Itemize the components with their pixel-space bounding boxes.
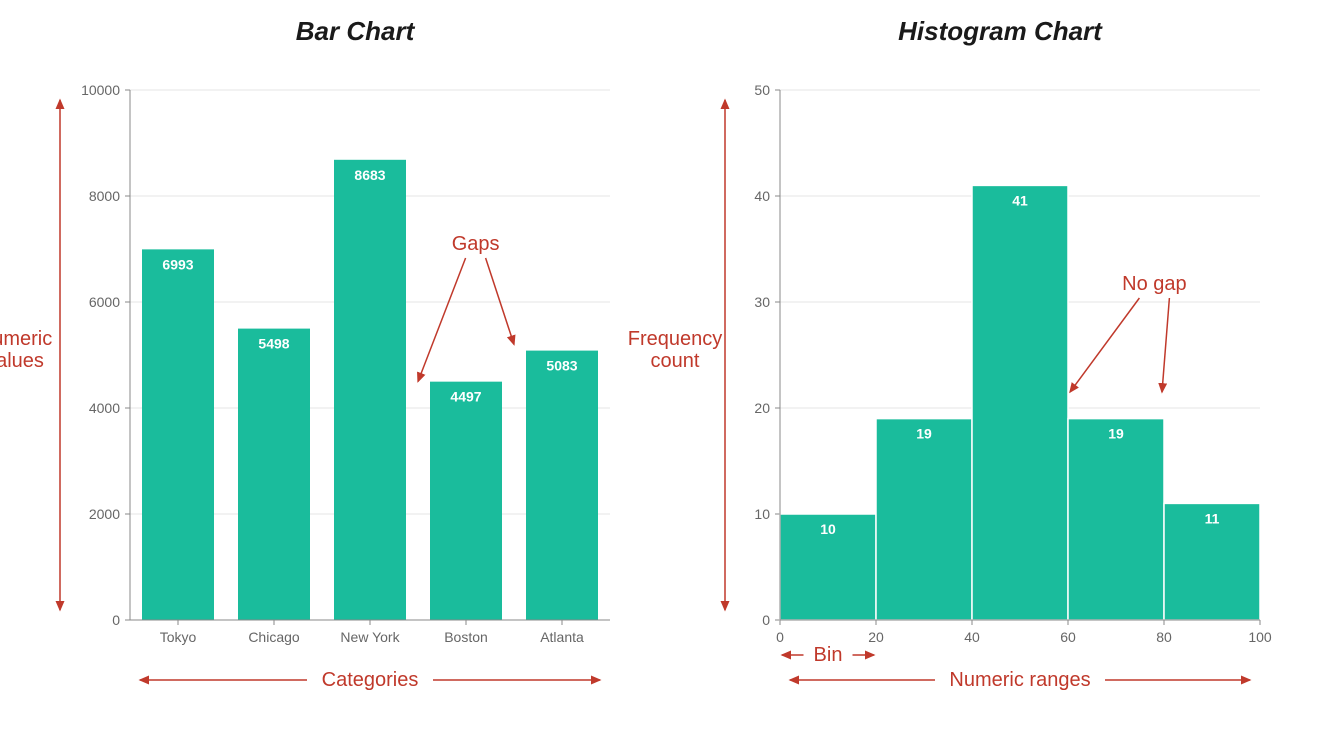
- y-tick-label: 30: [754, 294, 770, 310]
- y-tick-label: 20: [754, 400, 770, 416]
- x-tick-label: 80: [1156, 629, 1172, 645]
- bar: [334, 160, 406, 620]
- y-tick-label: 10: [754, 506, 770, 522]
- x-tick-label: Boston: [444, 629, 488, 645]
- y-tick-label: 6000: [89, 294, 120, 310]
- y-tick-label: 8000: [89, 188, 120, 204]
- bar-value-label: 11: [1205, 510, 1220, 526]
- bar-value-label: 19: [1108, 426, 1124, 442]
- x-tick-label: 40: [964, 629, 980, 645]
- bar-chart-title: Bar Chart: [296, 16, 416, 46]
- bar: [526, 351, 598, 620]
- x-tick-label: 100: [1248, 629, 1272, 645]
- gaps-annot: Gaps: [452, 233, 500, 255]
- histogram-title: Histogram Chart: [898, 16, 1103, 46]
- svg-text:Categories: Categories: [322, 669, 419, 691]
- bar-value-label: 6993: [162, 256, 193, 272]
- bar-value-label: 10: [820, 521, 836, 537]
- y-tick-label: 2000: [89, 506, 120, 522]
- bar-value-label: 5083: [546, 358, 577, 374]
- histogram-bar: [972, 185, 1068, 620]
- x-tick-label: New York: [340, 629, 400, 645]
- histogram-bar: [876, 419, 972, 620]
- bar: [430, 382, 502, 620]
- y-tick-label: 50: [754, 82, 770, 98]
- x-tick-label: 20: [868, 629, 884, 645]
- bar-value-label: 19: [916, 426, 932, 442]
- bar-chart: 0 2000 4000 6000 8000 10000 6993 Tokyo 5498 Chica…: [81, 82, 610, 645]
- bar: [238, 329, 310, 620]
- y-tick-label: 40: [754, 188, 770, 204]
- y-tick-label: 0: [112, 612, 120, 628]
- y-axis-annot-right: Frequencycount: [628, 328, 723, 372]
- bar-value-label: 8683: [354, 167, 385, 183]
- y-tick-label: 4000: [89, 400, 120, 416]
- y-tick-label: 10000: [81, 82, 120, 98]
- bar-value-label: 41: [1012, 192, 1028, 208]
- histogram-chart: 0 10 20 30 40 50 10 19 41 19 11 0 20 40 60 80 100: [754, 82, 1271, 645]
- svg-text:Bin: Bin: [814, 644, 843, 666]
- x-tick-label: Chicago: [248, 629, 300, 645]
- x-tick-label: Tokyo: [160, 629, 197, 645]
- bar: [142, 249, 214, 620]
- bar-value-label: 4497: [450, 389, 481, 405]
- bar-value-label: 5498: [258, 336, 289, 352]
- no-gap-annot: No gap: [1122, 273, 1187, 295]
- histogram-bar: [1068, 419, 1164, 620]
- svg-text:Numeric ranges: Numeric ranges: [949, 669, 1090, 691]
- x-tick-label: 0: [776, 629, 784, 645]
- x-tick-label: Atlanta: [540, 629, 584, 645]
- y-tick-label: 0: [762, 612, 770, 628]
- y-axis-annot-left: Numericvalues: [0, 328, 52, 372]
- x-tick-label: 60: [1060, 629, 1076, 645]
